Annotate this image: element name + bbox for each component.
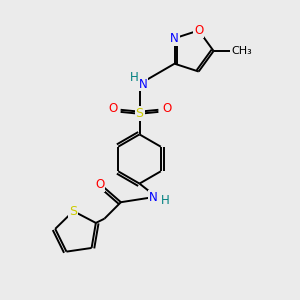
Text: O: O <box>162 102 171 116</box>
Text: H: H <box>161 194 170 207</box>
Text: CH₃: CH₃ <box>231 46 252 56</box>
Text: N: N <box>170 32 179 45</box>
Text: O: O <box>194 24 203 37</box>
Text: N: N <box>149 190 158 204</box>
Text: O: O <box>95 178 104 191</box>
Text: O: O <box>108 102 117 116</box>
Text: H: H <box>130 70 139 84</box>
Text: N: N <box>139 77 148 91</box>
Text: S: S <box>136 107 143 120</box>
Text: S: S <box>69 205 77 218</box>
